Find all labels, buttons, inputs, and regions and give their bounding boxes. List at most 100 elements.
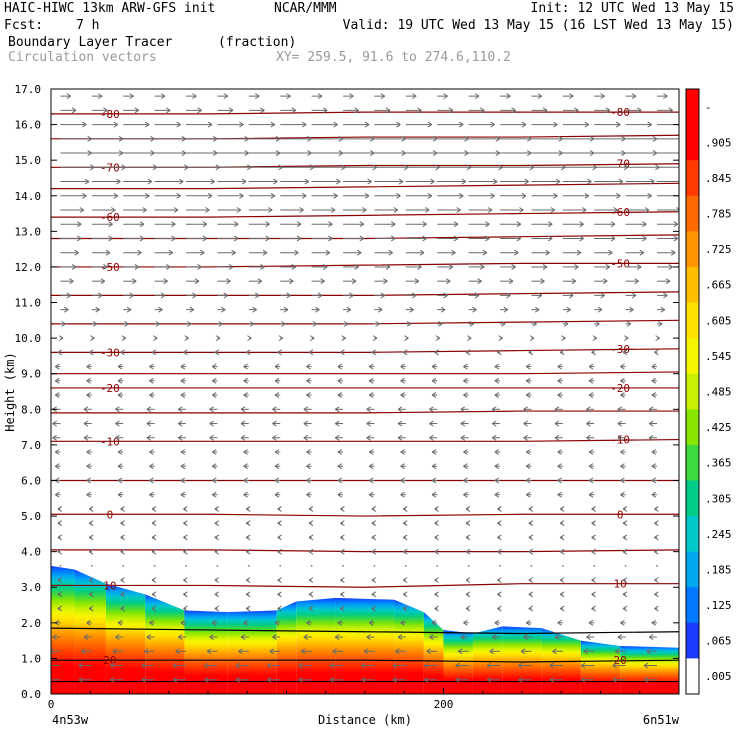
vector-arrow [494, 477, 501, 484]
vector-arrow [588, 619, 595, 626]
vector-arrow [468, 135, 501, 142]
vector-arrow [278, 335, 284, 342]
vector-arrow [400, 491, 406, 498]
vector-arrow [437, 292, 448, 299]
vector-arrow [91, 306, 100, 313]
vector-arrow [217, 235, 239, 242]
vector-arrow [437, 264, 454, 270]
vector-arrow [60, 107, 77, 114]
vector-arrow [154, 306, 163, 313]
vector-arrow [146, 634, 155, 640]
vector-arrow [115, 406, 124, 413]
contour-label: -20 [100, 382, 120, 395]
vector-arrow [374, 221, 396, 228]
vector-arrow [91, 178, 121, 185]
vector-arrow [528, 506, 534, 512]
vector-arrow [274, 377, 281, 384]
vector-arrow [651, 477, 658, 484]
vector-arrow [557, 491, 563, 498]
colorbar-swatch [686, 89, 699, 126]
vector-arrow [177, 634, 187, 640]
vector-arrow [651, 619, 658, 626]
colorbar-label: .845 [705, 172, 732, 185]
vector-arrow [60, 320, 66, 327]
vector-arrow [216, 564, 219, 567]
vector-arrow [217, 264, 234, 270]
x-tick-label: 200 [434, 698, 454, 711]
vector-arrow [60, 278, 74, 285]
vector-arrow [274, 477, 281, 484]
vector-arrow [57, 577, 63, 584]
vector-arrow [549, 676, 563, 683]
vector-arrow [180, 463, 187, 470]
vector-arrow [340, 506, 345, 512]
vector-arrow [531, 121, 558, 128]
vector-arrow [405, 207, 430, 213]
vector-arrow [343, 150, 375, 156]
vector-arrow [274, 619, 281, 626]
vector-arrow [311, 93, 323, 100]
vector-arrow [180, 619, 187, 626]
vector-arrow [115, 434, 124, 441]
vector-arrow [431, 463, 438, 470]
vector-arrow [146, 406, 155, 413]
vector-arrow [183, 605, 188, 612]
vector-arrow [525, 392, 532, 398]
vector-arrow [123, 207, 147, 213]
vector-arrow [580, 662, 595, 669]
vector-arrow [306, 363, 312, 370]
temperature-contour-line [51, 371, 679, 375]
vector-arrow [240, 420, 249, 427]
vector-arrow [405, 121, 433, 128]
vector-arrow [559, 605, 565, 612]
vector-arrow [622, 506, 628, 512]
vector-arrow [651, 491, 658, 498]
vector-arrow [211, 377, 218, 384]
vector-arrow [594, 278, 608, 285]
vector-arrow [211, 363, 218, 370]
vector-arrow [562, 207, 587, 213]
vector-arrow [86, 449, 92, 455]
contour-label: 20 [614, 654, 627, 667]
vector-arrow [500, 320, 506, 327]
vector-arrow [594, 306, 603, 313]
vector-arrow [90, 335, 95, 342]
vector-arrow [437, 235, 459, 242]
colorbar-label: .485 [705, 386, 732, 399]
vector-arrow [86, 491, 92, 498]
vector-arrow [625, 150, 658, 156]
vector-arrow [343, 121, 370, 128]
vector-arrow [500, 306, 509, 313]
vector-arrow [151, 591, 157, 598]
vector-arrow [397, 634, 406, 640]
vector-arrow [588, 477, 595, 484]
vector-arrow [141, 676, 155, 683]
vector-arrow [186, 235, 208, 242]
vector-arrow [298, 676, 312, 683]
vector-arrow [591, 591, 596, 598]
vector-arrow [91, 221, 113, 228]
vector-arrow [431, 392, 438, 398]
vector-arrow [184, 335, 189, 342]
vector-arrow [648, 420, 658, 427]
vector-arrow [491, 406, 501, 413]
vector-arrow [243, 449, 249, 455]
tracer-segment [276, 601, 297, 694]
vector-arrow [405, 135, 438, 142]
vector-arrow [332, 648, 344, 655]
vector-arrow [591, 349, 596, 356]
vector-arrow [463, 477, 469, 484]
vector-arrow [523, 420, 532, 427]
vector-arrow [371, 591, 377, 598]
vector-arrow [243, 377, 249, 384]
contour-label: -60 [100, 211, 120, 224]
vector-arrow [654, 548, 659, 555]
vector-arrow [374, 320, 380, 327]
vector-arrow [308, 520, 314, 527]
vector-arrow [151, 534, 157, 541]
vector-arrow [280, 207, 304, 213]
vector-arrow [561, 335, 566, 342]
vector-arrow [154, 278, 168, 285]
vector-arrow [186, 164, 221, 171]
vector-arrow [309, 335, 315, 342]
